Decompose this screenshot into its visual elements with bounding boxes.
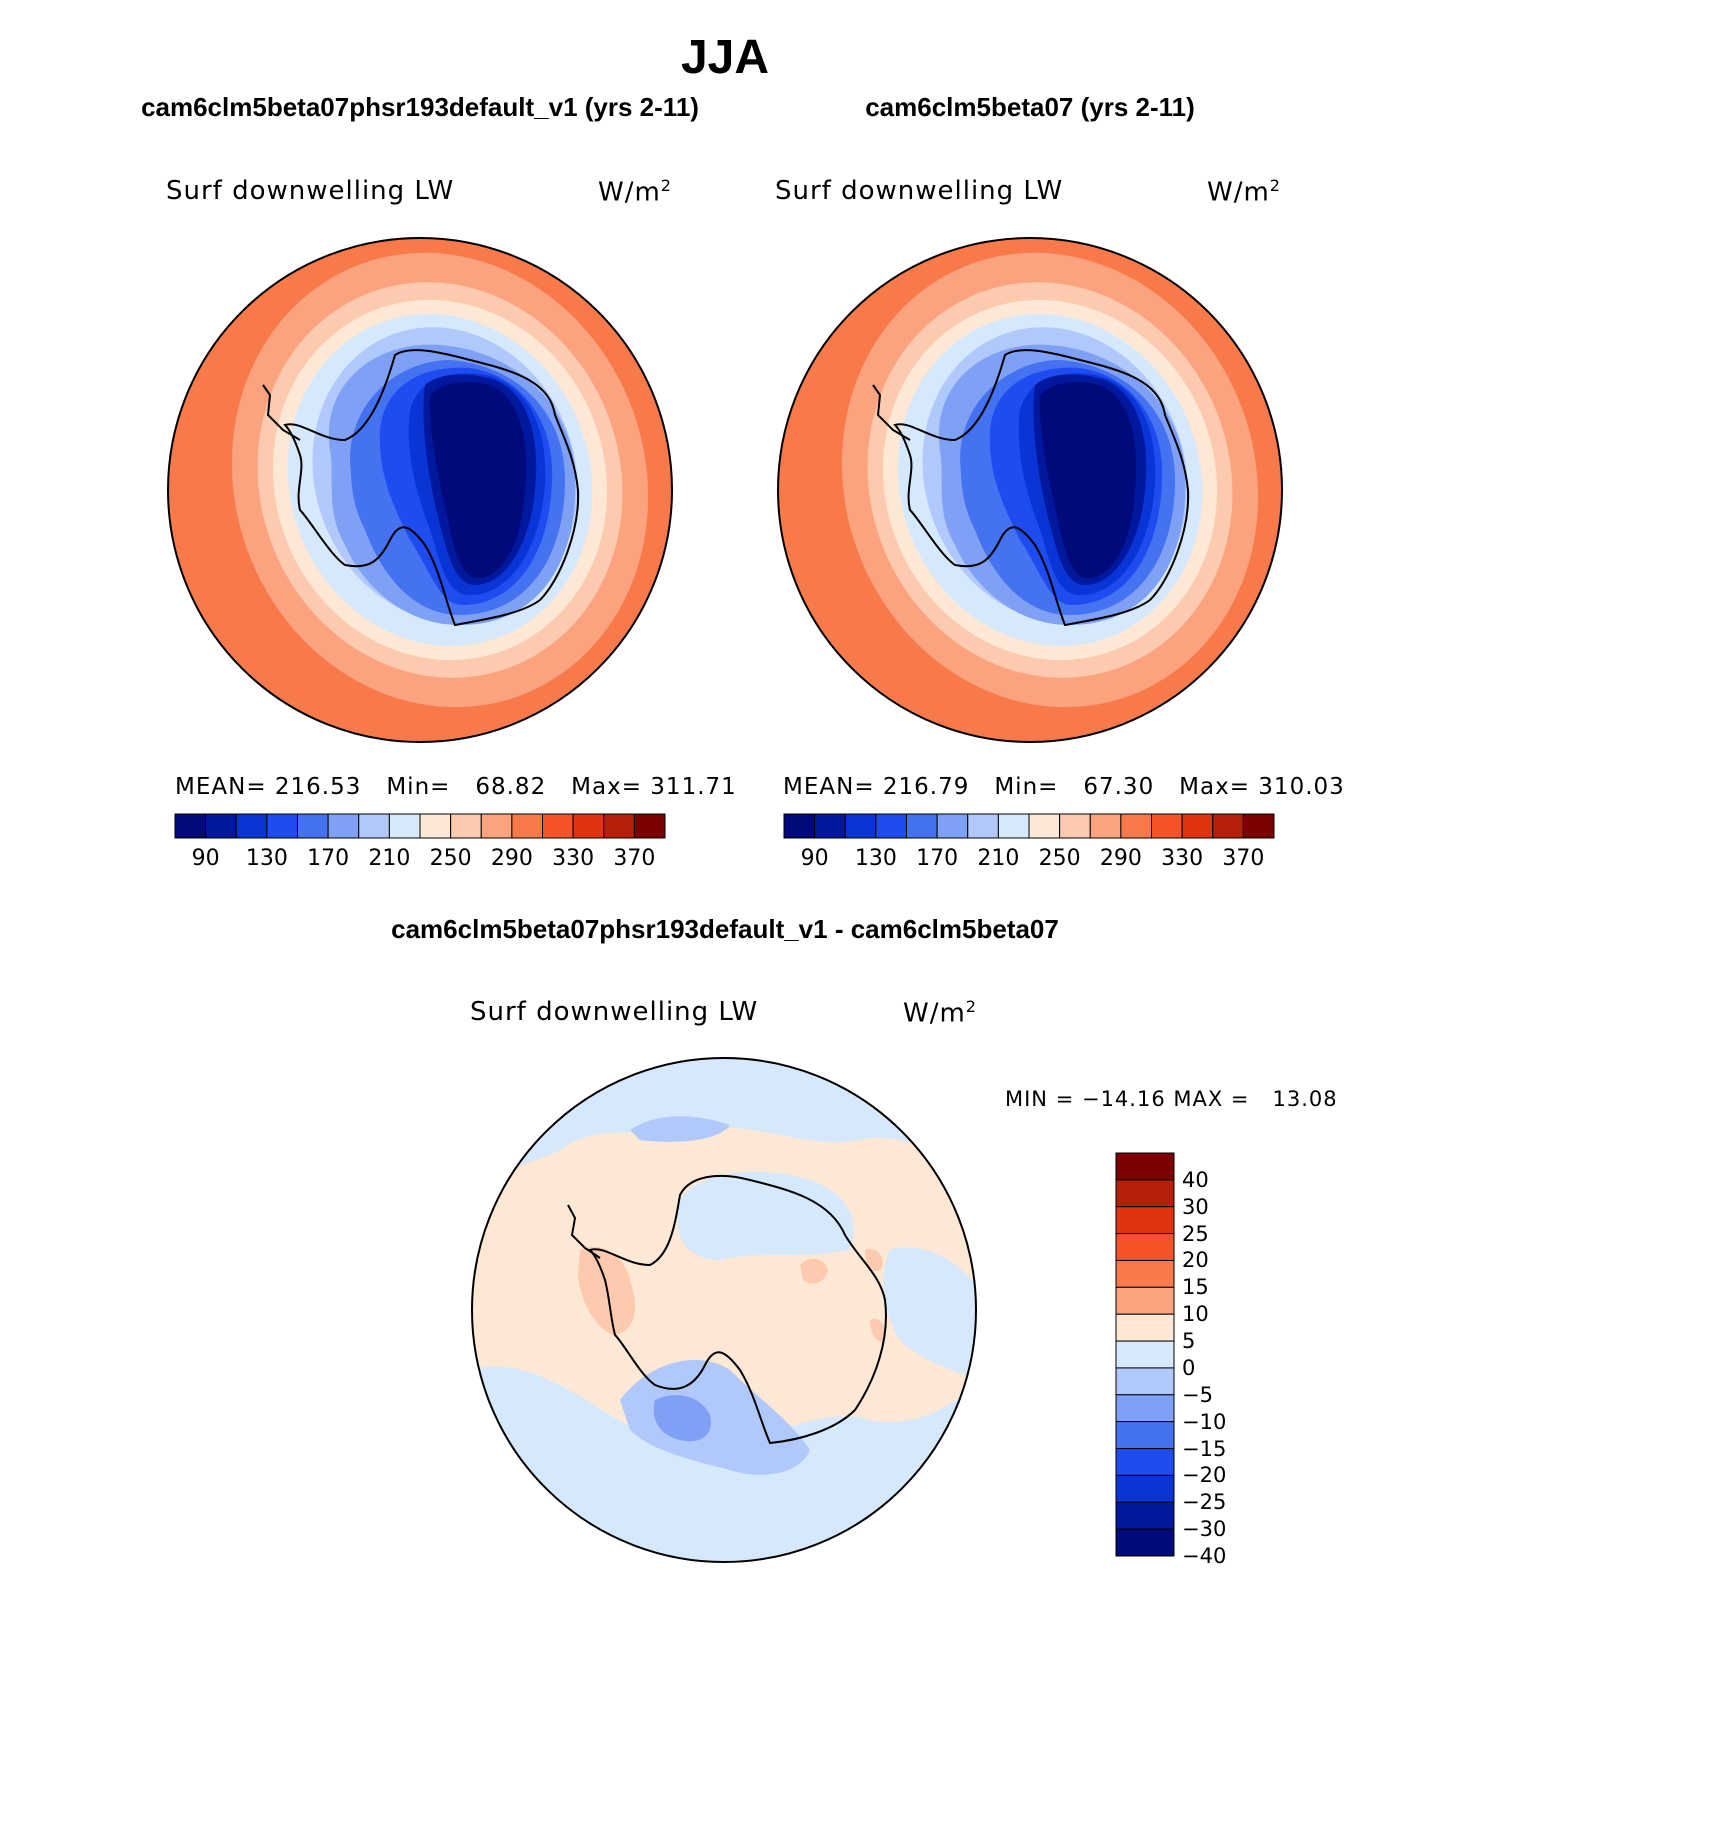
colorbar-swatch xyxy=(1151,813,1183,839)
colorbar-swatch xyxy=(1115,1501,1175,1530)
colorbar-swatch xyxy=(480,813,513,839)
colorbar-tick-label: 90 xyxy=(191,846,220,871)
colorbar-tick-label: 170 xyxy=(307,846,350,871)
panel-2-units-label: W/m2 xyxy=(1207,176,1281,208)
colorbar-swatch xyxy=(603,813,635,839)
colorbar-swatch xyxy=(1115,1206,1175,1235)
colorbar-swatch xyxy=(783,813,816,839)
colorbar-swatch xyxy=(1115,1448,1175,1476)
colorbar-swatch xyxy=(1115,1233,1175,1261)
colorbar-tick-label: −30 xyxy=(1182,1517,1227,1542)
colorbar-tick-label: 30 xyxy=(1182,1194,1209,1219)
colorbar-swatch xyxy=(1028,813,1061,839)
colorbar-swatch xyxy=(1115,1179,1175,1208)
diff-variable-label: Surf downwelling LW xyxy=(470,997,759,1027)
colorbar-tick-label: 250 xyxy=(1038,846,1081,871)
colorbar-tick-label: −5 xyxy=(1182,1382,1213,1407)
colorbar-swatch xyxy=(1115,1367,1175,1396)
colorbar-swatch xyxy=(1242,813,1275,839)
colorbar-tick-label: 20 xyxy=(1182,1248,1209,1273)
colorbar-swatch xyxy=(1115,1394,1175,1423)
colorbar-tick-label: 15 xyxy=(1182,1275,1209,1300)
colorbar-swatch xyxy=(1120,813,1152,839)
colorbar-swatch xyxy=(205,813,237,839)
colorbar-tick-label: 290 xyxy=(1099,846,1142,871)
panel-2-title: cam6clm5beta07 (yrs 2-11) xyxy=(865,92,1195,122)
panel-2-polar-map xyxy=(778,238,1282,742)
colorbar-tick-label: 10 xyxy=(1182,1302,1209,1327)
colorbar-tick-label: 330 xyxy=(1161,846,1204,871)
colorbar-swatch xyxy=(906,813,938,839)
colorbar-swatch xyxy=(1059,813,1091,839)
colorbar-tick-label: 25 xyxy=(1182,1221,1209,1246)
colorbar-tick-label: 290 xyxy=(490,846,533,871)
colorbar-tick-label: 130 xyxy=(245,846,288,871)
colorbar-swatch xyxy=(1115,1340,1175,1369)
colorbar-swatch xyxy=(1115,1421,1175,1450)
colorbar-swatch xyxy=(997,813,1030,839)
colorbar-swatch xyxy=(450,813,482,839)
colorbar-swatch xyxy=(1115,1313,1175,1342)
colorbar-swatch xyxy=(297,813,329,839)
colorbar-swatch xyxy=(388,813,421,839)
colorbar-swatch xyxy=(572,813,605,839)
colorbar-swatch xyxy=(814,813,846,839)
panel-1-title: cam6clm5beta07phsr193default_v1 (yrs 2-1… xyxy=(141,92,699,122)
panel-1-polar-map xyxy=(168,238,672,742)
colorbar-tick-label: 370 xyxy=(1222,846,1265,871)
colorbar-tick-label: 250 xyxy=(429,846,472,871)
diff-title: cam6clm5beta07phsr193default_v1 - cam6cl… xyxy=(391,914,1059,944)
colorbar-tick-label: −40 xyxy=(1182,1544,1227,1568)
colorbar-swatch xyxy=(875,813,907,839)
colorbar-tick-label: 210 xyxy=(368,846,411,871)
panel-1-colorbar xyxy=(174,813,666,839)
colorbar-swatch xyxy=(1212,813,1244,839)
diff-polar-map xyxy=(472,1058,976,1562)
diff-colorbar xyxy=(1115,1152,1175,1557)
colorbar-tick-label: −15 xyxy=(1182,1436,1227,1461)
colorbar-tick-label: −10 xyxy=(1182,1409,1227,1434)
colorbar-tick-label: 210 xyxy=(977,846,1020,871)
colorbar-swatch xyxy=(1181,813,1214,839)
colorbar-tick-label: 90 xyxy=(800,846,829,871)
colorbar-swatch xyxy=(542,813,574,839)
colorbar-tick-label: −20 xyxy=(1182,1463,1227,1488)
panel-1-stats: MEAN= 216.53 Min= 68.82 Max= 311.71 xyxy=(175,774,737,800)
colorbar-swatch xyxy=(936,813,969,839)
colorbar-tick-label: 5 xyxy=(1182,1329,1196,1354)
panel-2-colorbar xyxy=(783,813,1275,839)
panel-2-variable-label: Surf downwelling LW xyxy=(775,176,1064,206)
colorbar-tick-label: 40 xyxy=(1182,1167,1209,1192)
colorbar-tick-label: 330 xyxy=(552,846,595,871)
colorbar-swatch xyxy=(419,813,452,839)
panel-1-units-label: W/m2 xyxy=(598,176,672,208)
colorbar-swatch xyxy=(1115,1152,1175,1181)
colorbar-swatch xyxy=(266,813,298,839)
colorbar-tick-label: 0 xyxy=(1182,1355,1196,1380)
colorbar-swatch xyxy=(235,813,268,839)
colorbar-swatch xyxy=(1115,1528,1175,1557)
colorbar-swatch xyxy=(174,813,207,839)
colorbar-tick-label: −25 xyxy=(1182,1490,1227,1515)
colorbar-swatch xyxy=(844,813,877,839)
colorbar-tick-label: 170 xyxy=(916,846,959,871)
colorbar-swatch xyxy=(1089,813,1122,839)
diff-units-label: W/m2 xyxy=(903,997,977,1029)
colorbar-swatch xyxy=(511,813,543,839)
colorbar-swatch xyxy=(1115,1259,1175,1288)
colorbar-swatch xyxy=(1115,1474,1175,1503)
colorbar-swatch xyxy=(1115,1286,1175,1315)
colorbar-swatch xyxy=(633,813,666,839)
panel-2-stats: MEAN= 216.79 Min= 67.30 Max= 310.03 xyxy=(783,774,1345,800)
colorbar-tick-label: 370 xyxy=(613,846,656,871)
colorbar-tick-label: 130 xyxy=(854,846,897,871)
panel-1-variable-label: Surf downwelling LW xyxy=(166,176,455,206)
diff-minmax: MIN = −14.16 MAX = 13.08 xyxy=(1005,1087,1338,1111)
colorbar-swatch xyxy=(358,813,390,839)
season-title: JJA xyxy=(680,31,770,84)
colorbar-swatch xyxy=(327,813,360,839)
colorbar-swatch xyxy=(967,813,999,839)
